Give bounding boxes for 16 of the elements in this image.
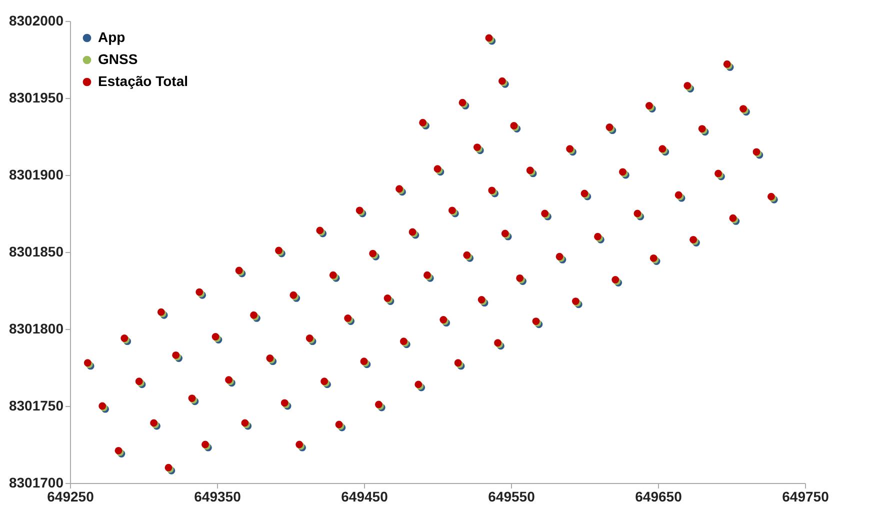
x-tick-label: 649350 <box>194 488 242 504</box>
x-tick-label: 649650 <box>635 488 682 504</box>
legend-label: GNSS <box>98 51 138 67</box>
y-tick-label: 8301900 <box>8 166 64 182</box>
x-tick-label: 649750 <box>782 488 830 504</box>
y-tick-label: 8302000 <box>8 12 64 28</box>
x-tick-label: 649250 <box>47 488 94 504</box>
x-tick-label: 649450 <box>341 488 388 504</box>
y-tick-label: 8301850 <box>8 244 64 260</box>
y-tick-label: 8301700 <box>8 474 64 490</box>
y-tick-label: 8301800 <box>8 320 64 336</box>
y-tick-label: 8301750 <box>8 398 64 414</box>
legend-label: Estação Total <box>98 73 188 89</box>
x-tick-label: 649550 <box>488 488 536 504</box>
legend-label: App <box>98 29 126 45</box>
y-tick-label: 8301950 <box>8 90 64 106</box>
